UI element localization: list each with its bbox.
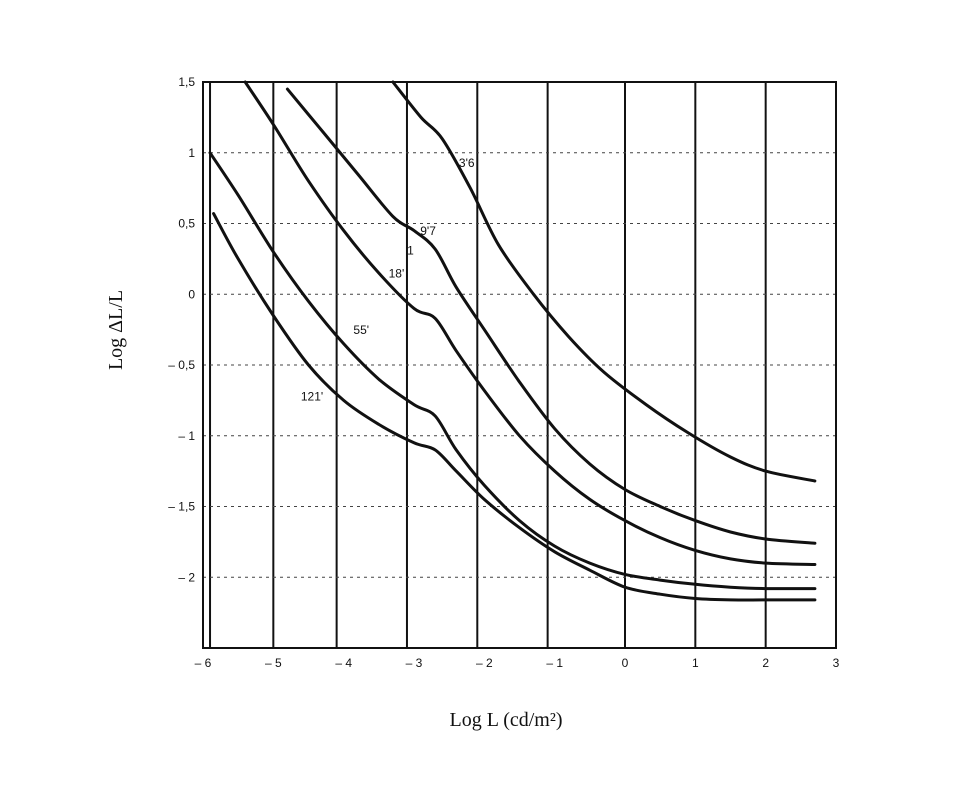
x-tick-label: – 2 xyxy=(476,656,493,670)
annotation-layer: 3'6 9'7 118' 55' 121' xyxy=(301,156,475,403)
plot-frame xyxy=(202,81,837,649)
y-tick-label: – 1 xyxy=(178,429,195,443)
series-label: 121' xyxy=(301,389,323,403)
series-label: 9'7 xyxy=(420,224,436,238)
x-tick-label: – 1 xyxy=(546,656,563,670)
x-tick-label: – 5 xyxy=(265,656,282,670)
tick-layer: – 6 – 5 – 4 – 3 – 2 – 1 0 1 2 3 1,5 1 0,5 0 – 0,5 – 1 – … xyxy=(168,75,839,670)
y-tick-label: 0 xyxy=(188,287,195,301)
x-tick-label: – 4 xyxy=(335,656,352,670)
series-label: 1 xyxy=(407,244,414,258)
y-tick-label: 0,5 xyxy=(178,217,195,231)
y-tick-label: – 2 xyxy=(178,570,195,584)
x-tick-label: – 3 xyxy=(406,656,423,670)
x-tick-label: – 6 xyxy=(195,656,212,670)
y-axis-title: Log ΔL/L xyxy=(105,290,127,370)
series-line xyxy=(391,80,817,483)
x-tick-label: 1 xyxy=(692,656,699,670)
series-label: 55' xyxy=(353,323,369,337)
series-line xyxy=(243,80,817,566)
y-tick-label: 1 xyxy=(188,146,195,160)
x-tick-label: 0 xyxy=(622,656,629,670)
x-axis-title: Log L (cd/m²) xyxy=(450,709,563,731)
series-layer xyxy=(208,80,817,602)
series-line xyxy=(208,151,817,591)
grid-layer xyxy=(203,81,836,648)
x-tick-label: 3 xyxy=(833,656,840,670)
series-line xyxy=(212,212,817,602)
x-tick-label: 2 xyxy=(762,656,769,670)
y-tick-label: – 1,5 xyxy=(168,500,195,514)
series-line xyxy=(285,87,817,545)
y-tick-label: 1,5 xyxy=(178,75,195,89)
series-label: 3'6 xyxy=(459,156,475,170)
y-tick-label: – 0,5 xyxy=(168,358,195,372)
series-label: 18' xyxy=(389,266,405,280)
